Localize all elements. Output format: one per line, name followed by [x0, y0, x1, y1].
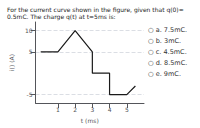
- svg-text:5: 5: [125, 106, 129, 113]
- svg-text:○ b. 3mC.: ○ b. 3mC.: [148, 37, 181, 45]
- svg-text:4: 4: [108, 106, 112, 113]
- svg-text:○ a. 7.5mC.: ○ a. 7.5mC.: [148, 26, 187, 34]
- svg-text:2: 2: [73, 106, 77, 113]
- svg-text:10: 10: [25, 27, 33, 34]
- svg-text:5: 5: [29, 48, 33, 55]
- svg-text:3: 3: [90, 106, 94, 113]
- svg-text:t (ms): t (ms): [81, 117, 99, 124]
- svg-text:0.5mC. The charge q(t) at t=5m: 0.5mC. The charge q(t) at t=5ms is:: [7, 13, 116, 21]
- svg-text:i() (A): i() (A): [8, 54, 15, 71]
- svg-text:-5: -5: [27, 91, 33, 98]
- svg-text:○ c. 4.5mC.: ○ c. 4.5mC.: [148, 48, 187, 56]
- svg-text:For the current curve shown in: For the current curve shown in the figur…: [7, 6, 186, 13]
- svg-text:○ e. 9mC.: ○ e. 9mC.: [148, 70, 181, 78]
- svg-text:1: 1: [56, 106, 60, 113]
- svg-text:○ d. 8.5mC.: ○ d. 8.5mC.: [148, 59, 187, 67]
